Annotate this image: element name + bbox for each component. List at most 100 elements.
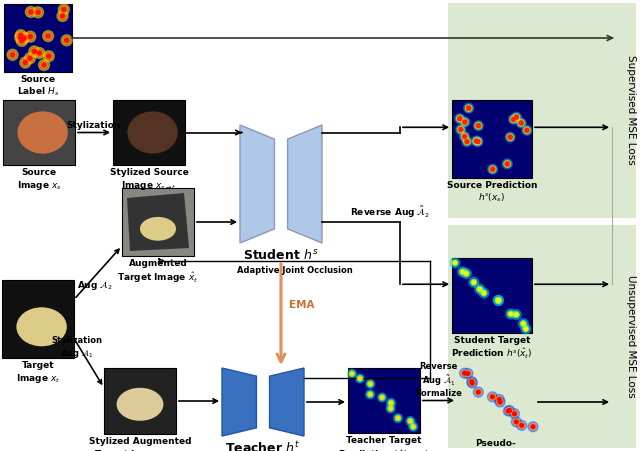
Circle shape: [505, 132, 515, 142]
Circle shape: [511, 411, 517, 417]
Circle shape: [465, 272, 468, 275]
Circle shape: [36, 10, 40, 14]
Circle shape: [460, 269, 465, 275]
Circle shape: [495, 297, 501, 304]
Circle shape: [461, 119, 468, 125]
Circle shape: [471, 136, 481, 146]
Circle shape: [458, 267, 468, 277]
Circle shape: [477, 390, 480, 394]
Text: Target
Image $x_t$: Target Image $x_t$: [16, 361, 60, 385]
Circle shape: [465, 140, 469, 143]
Text: Student $h^s$: Student $h^s$: [243, 248, 319, 262]
Circle shape: [458, 117, 461, 120]
Circle shape: [528, 422, 538, 432]
Text: Pseudo-
Label $\hat{H}_t$: Pseudo- Label $\hat{H}_t$: [475, 439, 517, 451]
Circle shape: [506, 407, 513, 414]
Circle shape: [390, 401, 392, 404]
Circle shape: [502, 159, 512, 169]
Circle shape: [473, 138, 480, 144]
Circle shape: [452, 260, 458, 266]
Circle shape: [57, 10, 68, 22]
Circle shape: [510, 116, 517, 123]
Circle shape: [511, 309, 522, 320]
Text: Stylized Source
Image $x_{s\rightarrow t}$: Stylized Source Image $x_{s\rightarrow t…: [109, 168, 188, 192]
Circle shape: [463, 368, 473, 378]
Circle shape: [7, 49, 18, 60]
Text: Teacher $h^t$: Teacher $h^t$: [225, 440, 301, 451]
Circle shape: [19, 33, 23, 37]
Circle shape: [520, 321, 526, 327]
Circle shape: [367, 391, 373, 397]
Circle shape: [26, 6, 36, 18]
Ellipse shape: [17, 307, 67, 346]
Circle shape: [464, 103, 474, 113]
Circle shape: [409, 422, 418, 431]
Circle shape: [488, 164, 498, 174]
Bar: [113, 100, 185, 165]
Circle shape: [29, 46, 40, 57]
Circle shape: [473, 137, 483, 147]
Circle shape: [470, 381, 474, 385]
Circle shape: [518, 120, 525, 126]
Circle shape: [20, 34, 28, 41]
Circle shape: [15, 32, 26, 43]
Circle shape: [508, 311, 514, 317]
Circle shape: [472, 281, 476, 284]
Text: Stylization
Aug $\mathcal{A}_1$: Stylization Aug $\mathcal{A}_1$: [51, 336, 102, 360]
Circle shape: [11, 53, 15, 57]
Circle shape: [357, 376, 363, 381]
Circle shape: [351, 372, 353, 375]
Polygon shape: [127, 193, 189, 251]
Circle shape: [506, 408, 511, 414]
Polygon shape: [269, 368, 304, 436]
Circle shape: [28, 56, 32, 60]
Bar: [104, 368, 176, 434]
Circle shape: [369, 382, 372, 386]
Text: Stylized Augmented
Target Image $x_{t\rightarrow s}$: Stylized Augmented Target Image $x_{t\ri…: [89, 437, 191, 451]
Text: Augmented
Target Image $\hat{x}_t$: Augmented Target Image $\hat{x}_t$: [117, 259, 198, 285]
Text: Student Target
Prediction $h^s(\hat{x}_t)$: Student Target Prediction $h^s(\hat{x}_t…: [451, 336, 532, 361]
Circle shape: [511, 117, 515, 121]
Bar: [448, 3, 636, 218]
Circle shape: [408, 418, 413, 424]
Circle shape: [479, 288, 489, 298]
Circle shape: [511, 417, 521, 427]
Circle shape: [508, 409, 511, 412]
Bar: [2, 280, 74, 358]
Circle shape: [522, 322, 525, 325]
Circle shape: [37, 51, 42, 55]
Circle shape: [489, 166, 496, 173]
Circle shape: [25, 31, 36, 42]
Circle shape: [509, 409, 520, 419]
Circle shape: [506, 309, 516, 319]
Circle shape: [456, 124, 466, 134]
Circle shape: [519, 121, 524, 125]
Circle shape: [22, 36, 26, 40]
Circle shape: [497, 399, 503, 405]
Ellipse shape: [17, 111, 68, 154]
Circle shape: [44, 51, 54, 62]
Circle shape: [409, 419, 412, 423]
Circle shape: [513, 114, 520, 121]
Circle shape: [460, 132, 470, 142]
Text: Aug $\mathcal{A}_2$: Aug $\mathcal{A}_2$: [77, 279, 113, 292]
Circle shape: [495, 397, 505, 407]
Polygon shape: [240, 125, 275, 243]
Circle shape: [26, 55, 33, 62]
Circle shape: [61, 35, 72, 46]
Circle shape: [61, 14, 65, 18]
Circle shape: [463, 120, 467, 124]
Circle shape: [463, 138, 470, 145]
Circle shape: [476, 139, 480, 143]
Circle shape: [495, 297, 501, 304]
Circle shape: [388, 400, 394, 405]
Circle shape: [29, 10, 33, 14]
Circle shape: [365, 390, 374, 399]
Circle shape: [507, 409, 510, 413]
Circle shape: [478, 288, 481, 290]
Circle shape: [32, 50, 36, 53]
Circle shape: [45, 32, 52, 40]
Circle shape: [378, 393, 387, 402]
Circle shape: [468, 277, 479, 287]
Circle shape: [40, 61, 47, 69]
